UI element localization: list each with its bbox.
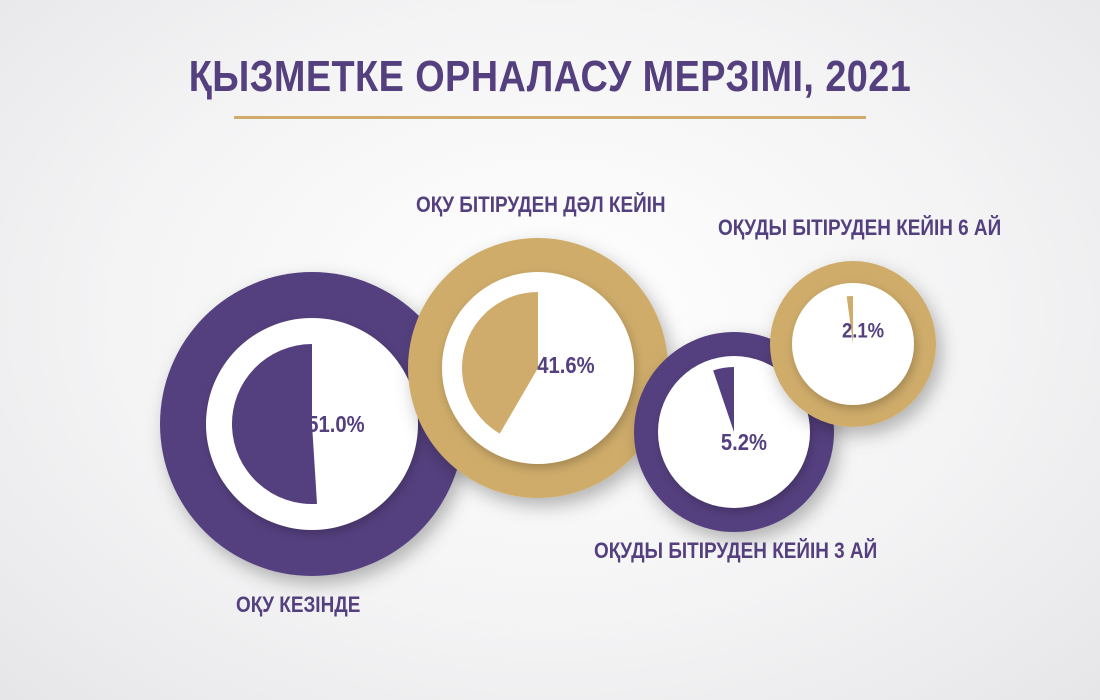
series-name-label: ОҚУ КЕЗІНДЕ xyxy=(236,592,361,617)
pie-slice xyxy=(713,367,734,432)
series-name-label: ОҚУ БІТІРУДЕН ДӘЛ КЕЙІН xyxy=(416,192,666,217)
pie-slice xyxy=(846,296,853,344)
bubble-group: 41.6% xyxy=(408,238,668,498)
data-label: 41.6% xyxy=(537,352,594,379)
series-name-label: ОҚУДЫ БІТІРУДЕН КЕЙІН 6 АЙ xyxy=(718,215,1002,240)
bubble-group: 2.1% xyxy=(770,261,936,427)
bubble-group: 51.0% xyxy=(160,272,464,576)
pie-slice xyxy=(461,292,538,434)
data-label: 2.1% xyxy=(842,319,884,342)
series-name-label: ОҚУДЫ БІТІРУДЕН КЕЙІН 3 АЙ xyxy=(594,538,878,563)
data-label: 51.0% xyxy=(307,411,364,438)
title-underline xyxy=(234,116,866,119)
pie-slice xyxy=(231,344,318,505)
chart-title: ҚЫЗМЕТКЕ ОРНАЛАСУ МЕРЗІМІ, 2021 xyxy=(188,52,912,101)
data-label: 5.2% xyxy=(721,429,767,456)
